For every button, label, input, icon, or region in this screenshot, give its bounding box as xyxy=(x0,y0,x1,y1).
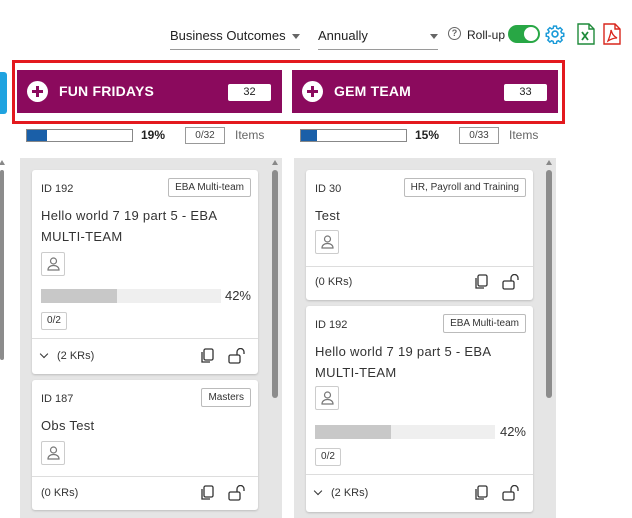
pdf-icon[interactable] xyxy=(603,23,621,45)
rollup-toggle[interactable] xyxy=(508,25,540,43)
team-tag: HR, Payroll and Training xyxy=(403,178,526,197)
scroll-up-icon[interactable] xyxy=(0,160,5,165)
kr-progress-percent: 42% xyxy=(224,288,251,303)
column-count-badge: 33 xyxy=(504,84,547,101)
scrollbar-thumb[interactable] xyxy=(546,170,552,398)
team-tag: EBA Multi-team xyxy=(168,178,251,197)
card-divider xyxy=(306,474,533,475)
business-outcomes-dropdown[interactable]: Business Outcomes xyxy=(170,26,300,50)
unlock-icon[interactable] xyxy=(228,348,246,364)
user-icon[interactable] xyxy=(41,252,65,276)
progress-percent: 19% xyxy=(141,128,166,142)
previous-column-edge[interactable] xyxy=(0,72,7,114)
progress-percent: 15% xyxy=(415,128,440,142)
items-label: Items xyxy=(235,128,265,142)
toggle-knob xyxy=(524,27,538,41)
card-title[interactable]: Hello world 7 19 part 5 - EBA MULTI-TEAM xyxy=(41,208,217,244)
scrollbar-thumb[interactable] xyxy=(272,170,278,398)
period-label: Annually xyxy=(318,28,368,43)
add-icon[interactable] xyxy=(302,81,323,102)
toolbar: Business Outcomes Annually ? Roll-up xyxy=(0,0,632,60)
card-divider xyxy=(306,266,533,267)
team-tag: Masters xyxy=(201,388,251,407)
card-title[interactable]: Test xyxy=(315,208,341,223)
column-header-gem-team: GEM TEAM 33 xyxy=(292,70,558,113)
scrollbar-thumb[interactable] xyxy=(0,170,4,360)
highlight-box xyxy=(12,60,565,124)
scrollbar[interactable] xyxy=(546,158,552,518)
user-icon[interactable] xyxy=(41,441,65,465)
kr-summary: (0 KRs) xyxy=(41,487,79,499)
copy-icon[interactable] xyxy=(474,485,488,501)
column-title: GEM TEAM xyxy=(334,83,412,99)
kr-summary: (0 KRs) xyxy=(315,276,353,288)
progress-fill xyxy=(27,130,47,141)
kr-summary: (2 KRs) xyxy=(57,350,95,362)
chevron-down-icon xyxy=(313,486,323,496)
chevron-down-icon xyxy=(292,34,300,39)
help-icon[interactable]: ? xyxy=(448,27,461,40)
excel-icon[interactable] xyxy=(577,23,595,45)
copy-icon[interactable] xyxy=(200,348,214,364)
scrollbar[interactable] xyxy=(0,158,6,518)
add-icon[interactable] xyxy=(27,81,48,102)
objective-card[interactable]: ID 187 Masters Obs Test (0 KRs) xyxy=(32,380,258,510)
progress-count: 0/32 xyxy=(185,127,225,144)
kr-progress-fill xyxy=(315,425,391,439)
progress-bar xyxy=(300,129,407,142)
unlock-icon[interactable] xyxy=(228,485,246,501)
kr-count: 0/2 xyxy=(41,312,67,330)
column-header-fun-fridays: FUN FRIDAYS 32 xyxy=(17,70,282,113)
unlock-icon[interactable] xyxy=(502,485,520,501)
rollup-label: Roll-up xyxy=(467,28,506,42)
progress-bar xyxy=(26,129,133,142)
user-icon[interactable] xyxy=(315,230,339,254)
period-dropdown[interactable]: Annually xyxy=(318,26,438,50)
kr-progress-bar xyxy=(315,425,495,439)
kr-progress-fill xyxy=(41,289,117,303)
objective-card[interactable]: ID 30 HR, Payroll and Training Test (0 K… xyxy=(306,170,533,300)
card-title[interactable]: Obs Test xyxy=(41,418,95,433)
copy-icon[interactable] xyxy=(200,485,214,501)
card-divider xyxy=(32,476,258,477)
kr-progress-percent: 42% xyxy=(499,424,526,439)
card-id: ID 30 xyxy=(315,183,342,195)
scrollbar[interactable] xyxy=(272,158,278,518)
team-tag: EBA Multi-team xyxy=(443,314,526,333)
progress-count: 0/33 xyxy=(459,127,499,144)
progress-fill xyxy=(301,130,317,141)
business-outcomes-label: Business Outcomes xyxy=(170,28,286,43)
kr-expand-toggle[interactable]: (2 KRs) xyxy=(39,349,95,362)
items-label: Items xyxy=(509,128,539,142)
chevron-down-icon xyxy=(39,349,49,359)
column-count-badge: 32 xyxy=(228,84,271,101)
column-title: FUN FRIDAYS xyxy=(59,83,155,99)
card-title[interactable]: Hello world 7 19 part 5 - EBA MULTI-TEAM xyxy=(315,344,491,380)
gear-icon[interactable] xyxy=(545,24,565,44)
kr-progress-bar xyxy=(41,289,221,303)
kr-expand-toggle[interactable]: (2 KRs) xyxy=(313,486,369,499)
scroll-up-icon[interactable] xyxy=(546,160,552,165)
unlock-icon[interactable] xyxy=(502,274,520,290)
chevron-down-icon xyxy=(430,34,438,39)
objective-card[interactable]: ID 192 EBA Multi-team Hello world 7 19 p… xyxy=(32,170,258,374)
kr-count: 0/2 xyxy=(315,448,341,466)
card-id: ID 192 xyxy=(41,183,74,195)
card-id: ID 187 xyxy=(41,393,74,405)
user-icon[interactable] xyxy=(315,386,339,410)
kr-summary: (2 KRs) xyxy=(331,487,369,499)
copy-icon[interactable] xyxy=(474,274,488,290)
scroll-up-icon[interactable] xyxy=(272,160,278,165)
card-id: ID 192 xyxy=(315,319,348,331)
card-divider xyxy=(32,338,258,339)
objective-card[interactable]: ID 192 EBA Multi-team Hello world 7 19 p… xyxy=(306,306,533,512)
